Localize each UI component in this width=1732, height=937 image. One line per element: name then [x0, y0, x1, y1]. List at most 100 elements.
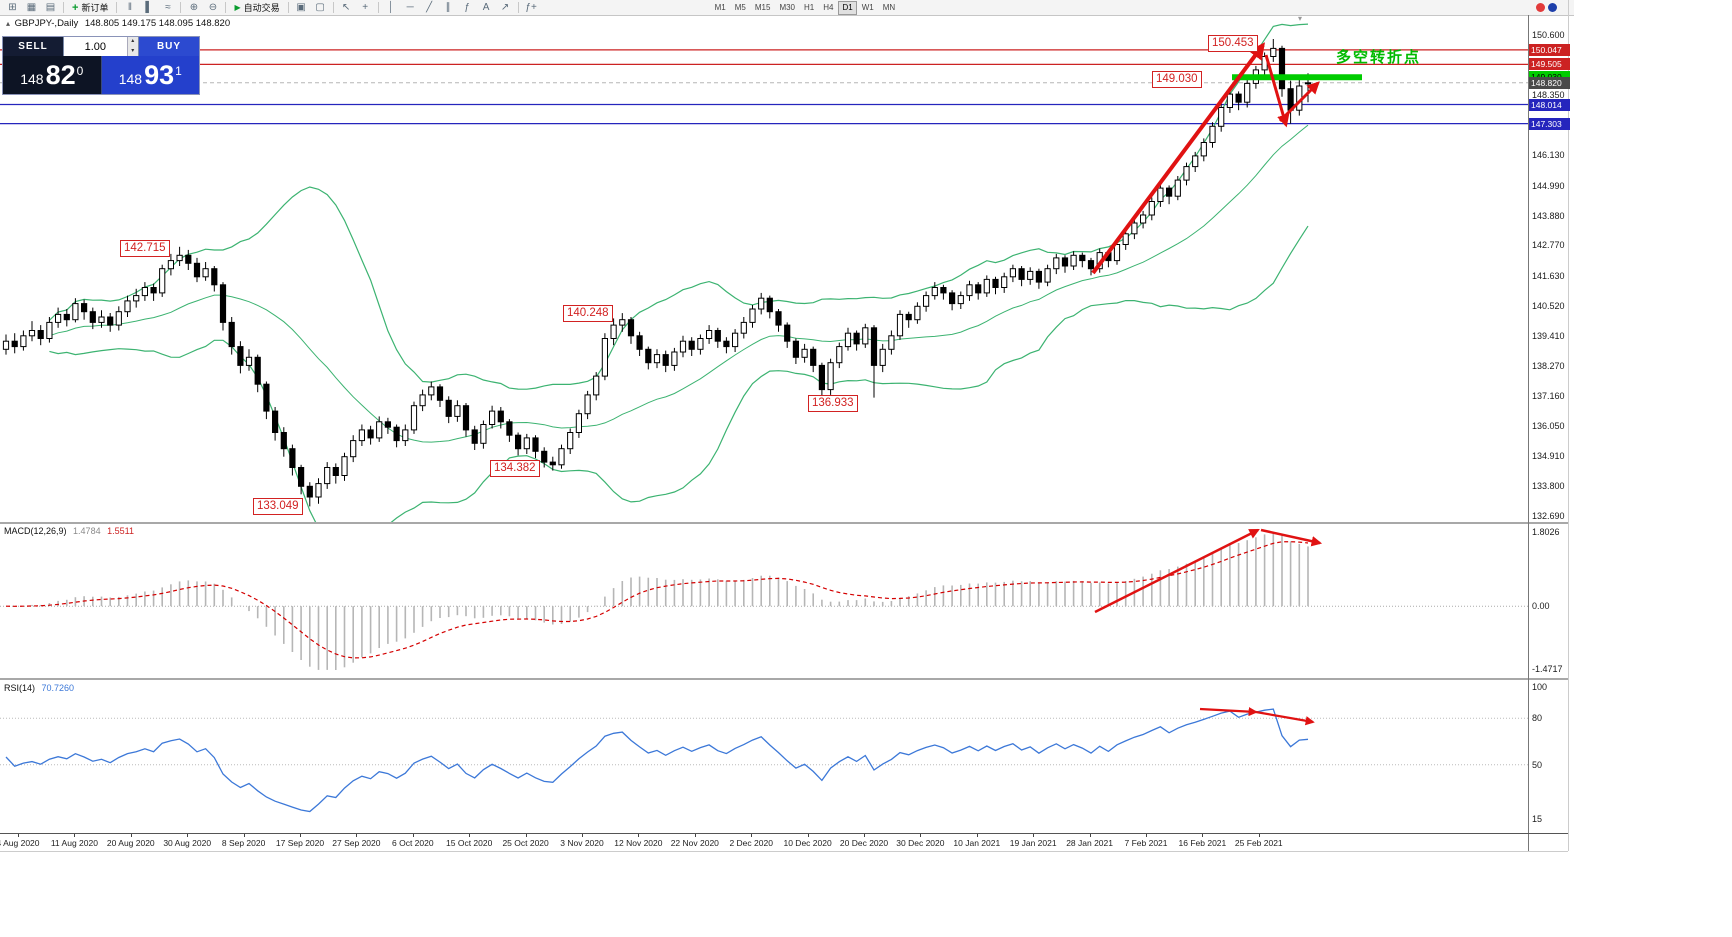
one-click-trading-panel: SELL ▴ ▾ BUY 148 82 0 148 93 1	[2, 36, 200, 95]
rsi-name: RSI(14)	[4, 683, 36, 693]
bollinger-middle-band[interactable]	[49, 124, 1309, 443]
macd-scale-zero: 0.00	[1532, 601, 1550, 612]
time-axis-tick	[243, 834, 245, 837]
text-label-icon[interactable]: A	[482, 1, 490, 13]
zoom-out-icon[interactable]: ⊖	[208, 1, 218, 13]
toolbar: ⊞ ▦ ▤ + 新订单 ‖ ▌ ≈ ⊕ ⊖ ▶ 自动交易 ▣ ▢ ↖ + │ ─…	[0, 0, 1574, 16]
bollinger-lower-band[interactable]	[49, 225, 1309, 522]
price-label-object[interactable]: 140.248	[563, 305, 613, 322]
time-axis-label: 7 Feb 2021	[1124, 838, 1168, 848]
volume-input[interactable]	[64, 37, 127, 56]
sell-button[interactable]: SELL	[3, 37, 63, 56]
chart-ohlc: 148.805 149.175 148.095 148.820	[84, 18, 231, 29]
channel-icon[interactable]: ∥	[445, 1, 451, 13]
timeframe-d1[interactable]: D1	[838, 0, 857, 15]
price-axis-tick: 142.770	[1532, 240, 1565, 251]
timeframe-m1[interactable]: M1	[714, 2, 726, 12]
buy-price[interactable]: 148 93 1	[100, 56, 199, 94]
time-axis-label: 11 Aug 2020	[50, 838, 98, 848]
timeframe-w1[interactable]: W1	[861, 2, 874, 12]
toolbar-right-icons	[1536, 3, 1557, 12]
candlestick-chart-icon[interactable]: ▌	[145, 1, 153, 13]
price-label-object[interactable]: 150.453	[1208, 35, 1258, 52]
chart-window-icon[interactable]: ▦	[26, 1, 37, 13]
panel-splitter[interactable]	[0, 522, 1568, 524]
toolbar-separator	[377, 2, 379, 13]
indicators-icon[interactable]: ƒ+	[525, 1, 537, 13]
trend-arrow-object[interactable]	[1199, 706, 1258, 717]
price-axis-tick: 139.410	[1532, 330, 1565, 341]
timeframe-h1[interactable]: H1	[804, 2, 815, 12]
time-axis-tick	[18, 834, 19, 837]
rsi-canvas[interactable]	[0, 681, 1528, 833]
sell-price[interactable]: 148 82 0	[3, 56, 101, 94]
macd-canvas[interactable]	[0, 524, 1528, 678]
price-axis-tick: 143.880	[1532, 210, 1565, 221]
trend-arrow-object[interactable]	[1278, 81, 1320, 123]
autotrading-button[interactable]: ▶ 自动交易	[229, 1, 284, 14]
trend-arrow-object[interactable]	[1260, 528, 1323, 547]
rsi-header: RSI(14) 70.7260	[4, 683, 74, 693]
chart-shift-marker[interactable]: ▾	[1298, 14, 1303, 23]
fibonacci-icon[interactable]: ƒ	[464, 1, 470, 13]
cascade-windows-icon[interactable]: ▢	[315, 1, 325, 13]
new-order-button[interactable]: + 新订单	[67, 1, 113, 14]
trend-arrow-object[interactable]	[1255, 710, 1315, 726]
trend-arrow-object[interactable]	[1264, 54, 1290, 128]
volume-down-button[interactable]: ▾	[127, 46, 138, 56]
rsi-scale-50: 50	[1532, 759, 1543, 770]
timeframe-h4[interactable]: H4	[823, 2, 834, 12]
time-axis-label: 20 Dec 2020	[839, 838, 889, 848]
price-label-object[interactable]: 149.030	[1152, 71, 1202, 88]
price-axis-tick: 146.130	[1532, 150, 1565, 161]
price-chart-canvas[interactable]	[0, 15, 1528, 522]
volume-up-button[interactable]: ▴	[127, 37, 138, 47]
price-label-object[interactable]: 134.382	[490, 460, 540, 477]
time-axis-tick	[1258, 834, 1260, 837]
horizontal-line-icon[interactable]: ─	[406, 1, 414, 13]
price-axis-level-label: 148.820	[1529, 76, 1570, 89]
time-axis[interactable]: 4 Aug 2020 11 Aug 2020 20 Aug 2020 30 Aug 2…	[0, 833, 1568, 852]
plus-icon: +	[72, 1, 79, 14]
bollinger-upper-band[interactable]	[48, 23, 1309, 390]
zoom-in-icon[interactable]: ⊕	[189, 1, 199, 13]
arrow-tool-icon[interactable]: ↗	[500, 1, 510, 13]
time-axis-label: 20 Aug 2020	[106, 838, 155, 848]
price-axis-tick: 150.600	[1532, 30, 1565, 40]
rsi-scale-15: 15	[1532, 814, 1543, 825]
timeframe-m5[interactable]: M5	[734, 2, 746, 12]
timeframe-mn[interactable]: MN	[882, 2, 896, 12]
sell-price-big: 82	[45, 60, 76, 90]
trend-arrow-object[interactable]	[1094, 528, 1260, 614]
turning-point-annotation[interactable]: 多空转折点	[1336, 49, 1422, 66]
line-chart-icon[interactable]: ≈	[165, 1, 171, 13]
toolbar-separator	[116, 2, 118, 13]
trendline-icon[interactable]: ╱	[426, 1, 433, 13]
sell-price-main: 148	[20, 71, 44, 87]
price-label-object[interactable]: 133.049	[253, 498, 303, 515]
crosshair-icon[interactable]: +	[362, 1, 369, 13]
tile-windows-icon[interactable]: ▣	[296, 1, 306, 13]
time-axis-label: 6 Oct 2020	[392, 838, 434, 848]
timeframe-m30[interactable]: M30	[779, 2, 795, 12]
toolbar-separator	[63, 2, 64, 13]
macd-scale-min: -1.4717	[1532, 664, 1563, 674]
time-axis-label: 10 Jan 2021	[953, 838, 1001, 848]
price-label-object[interactable]: 142.715	[120, 240, 170, 257]
time-axis-tick	[751, 834, 753, 837]
panel-splitter[interactable]	[0, 678, 1568, 680]
time-axis-label: 4 Aug 2020	[0, 838, 40, 848]
price-label-object[interactable]: 136.933	[808, 395, 858, 412]
trend-arrow-object[interactable]	[1091, 42, 1266, 275]
timeframe-m15[interactable]: M15	[754, 2, 771, 12]
vertical-line-icon[interactable]: │	[388, 1, 395, 13]
price-axis-level-label: 147.303	[1529, 117, 1570, 130]
new-chart-icon[interactable]: ⊞	[8, 1, 17, 13]
window-edge	[1568, 0, 1569, 851]
time-axis-label: 25 Feb 2021	[1234, 838, 1283, 848]
buy-button[interactable]: BUY	[139, 37, 199, 56]
ohlc-bars-icon[interactable]: ‖	[127, 1, 133, 13]
cursor-icon[interactable]: ↖	[341, 1, 351, 13]
volume-field[interactable]: ▴ ▾	[63, 37, 139, 56]
profiles-icon[interactable]: ▤	[45, 1, 56, 13]
